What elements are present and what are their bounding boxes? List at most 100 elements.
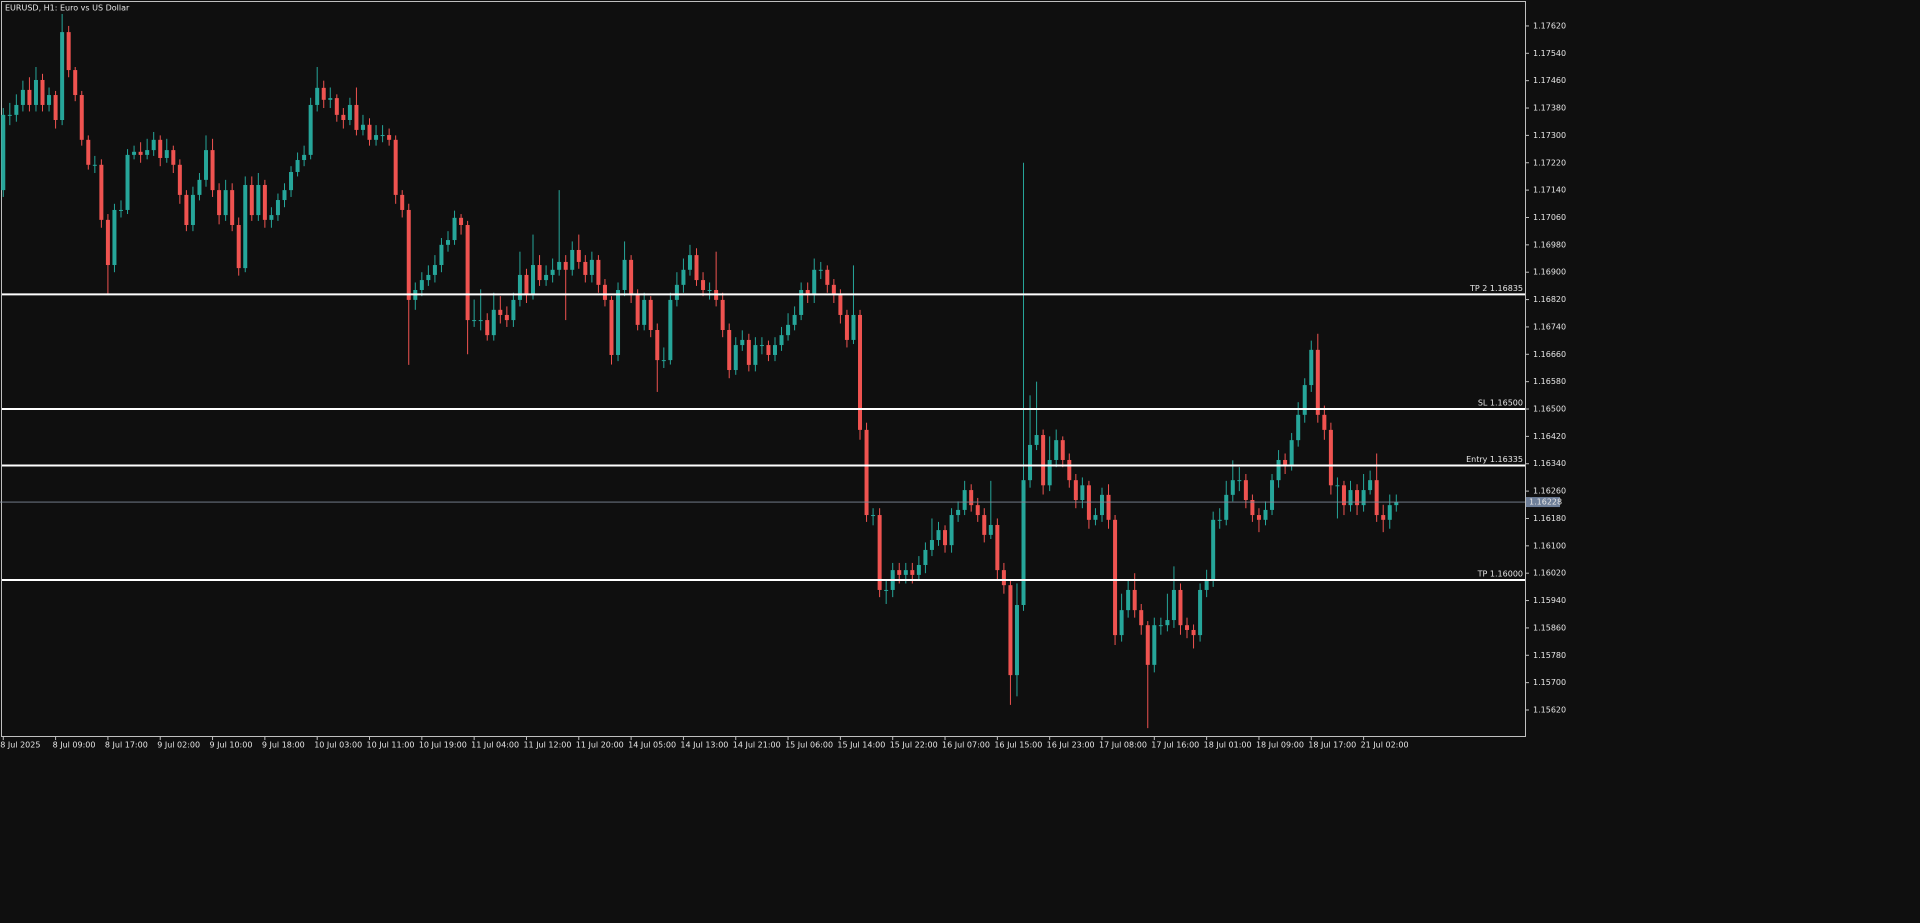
y-tick-label: 1.16660 [1533, 350, 1566, 359]
y-tick-label: 1.16260 [1533, 487, 1566, 496]
candle-body [1080, 485, 1085, 500]
candle-body [772, 345, 777, 355]
candle-body [1086, 485, 1091, 520]
candle-body [1302, 385, 1307, 415]
chart-title: EURUSD, H1: Euro vs US Dollar [5, 4, 130, 13]
candle-body [969, 490, 974, 506]
candle-body [1126, 589, 1131, 611]
candle-body [995, 524, 1000, 571]
y-tick-label: 1.17540 [1533, 49, 1566, 58]
candle-body [347, 104, 352, 121]
candle-body [759, 345, 764, 347]
x-tick-label: 10 Jul 11:00 [367, 741, 415, 750]
candle-body [517, 274, 522, 300]
candle-body [897, 570, 902, 575]
candle-body [1158, 625, 1163, 627]
level-label: Entry 1.16335 [1466, 455, 1523, 464]
candle-body [374, 135, 379, 140]
candle-body [701, 280, 706, 290]
candle-body [1099, 494, 1104, 516]
candle-body [779, 335, 784, 346]
candle-body [256, 184, 261, 216]
candle-body [387, 135, 392, 140]
candle-body [1014, 605, 1019, 676]
candle-body [1008, 585, 1013, 676]
candle-body [923, 549, 928, 565]
candle-body [583, 261, 588, 275]
x-tick-label: 15 Jul 14:00 [837, 741, 885, 750]
candle-body [1113, 519, 1118, 636]
x-tick-label: 15 Jul 22:00 [890, 741, 938, 750]
x-tick-label: 17 Jul 08:00 [1099, 741, 1147, 750]
x-tick-label: 9 Jul 02:00 [157, 741, 200, 750]
candle-body [563, 261, 568, 270]
y-tick-label: 1.16020 [1533, 569, 1566, 578]
candle-body [936, 530, 941, 541]
candle-body [145, 150, 150, 155]
candle-body [243, 184, 248, 269]
candle-body [1328, 429, 1333, 486]
candle-body [380, 135, 385, 137]
candle-body [694, 255, 699, 281]
candle-body [1093, 515, 1098, 520]
x-tick-label: 21 Jul 02:00 [1361, 741, 1409, 750]
candle-body [308, 104, 313, 155]
candle-body [687, 255, 692, 270]
level-label: TP 2 1.16835 [1469, 284, 1523, 293]
candle-body [753, 345, 758, 365]
candle-body [838, 295, 843, 315]
candle-body [1270, 480, 1275, 510]
y-tick-label: 1.16180 [1533, 514, 1566, 523]
candle-body [871, 515, 876, 517]
candle-body [328, 98, 333, 100]
candle-body [642, 299, 647, 325]
candle-body [537, 265, 542, 281]
candle-body [805, 289, 810, 296]
candle-body [14, 104, 19, 115]
candle-body [282, 190, 287, 201]
candle-body [367, 124, 372, 140]
candle-body [1132, 589, 1137, 611]
candle-body [988, 524, 993, 535]
candle-body [1152, 625, 1157, 665]
x-tick-label: 16 Jul 23:00 [1047, 741, 1095, 750]
x-tick-label: 9 Jul 10:00 [210, 741, 253, 750]
candle-body [190, 194, 195, 226]
candle-body [1217, 519, 1222, 521]
candle-body [681, 269, 686, 285]
candle-body [982, 515, 987, 535]
candle-body [177, 164, 182, 195]
candle-body [1315, 349, 1320, 415]
y-tick-label: 1.17460 [1533, 76, 1566, 85]
candle-body [334, 98, 339, 115]
candle-body [1171, 589, 1176, 621]
candle-body [825, 269, 830, 285]
plot-frame [1, 1, 1526, 737]
candle-body [33, 79, 38, 105]
candle-body [786, 324, 791, 336]
y-tick-label: 1.17060 [1533, 213, 1566, 222]
candle-body [609, 299, 614, 355]
candle-body [1322, 414, 1327, 430]
candle-body [1001, 570, 1006, 586]
candle-body [7, 114, 12, 116]
candle-body [1178, 589, 1183, 626]
x-tick-label: 15 Jul 06:00 [785, 741, 833, 750]
x-tick-label: 8 Jul 17:00 [105, 741, 148, 750]
candle-body [472, 320, 477, 322]
candle-body [812, 269, 817, 296]
candle-body [79, 95, 84, 140]
candle-body [1139, 610, 1144, 626]
candle-body [1198, 589, 1203, 636]
candle-body [1185, 625, 1190, 630]
y-tick-label: 1.15620 [1533, 706, 1566, 715]
candle-body [1355, 490, 1360, 506]
candle-body [668, 299, 673, 361]
candle-body [1341, 485, 1346, 506]
candle-body [236, 225, 241, 269]
candle-body [158, 139, 163, 158]
y-tick-label: 1.16980 [1533, 240, 1566, 249]
candle-body [818, 269, 823, 271]
y-tick-label: 1.16900 [1533, 268, 1566, 277]
